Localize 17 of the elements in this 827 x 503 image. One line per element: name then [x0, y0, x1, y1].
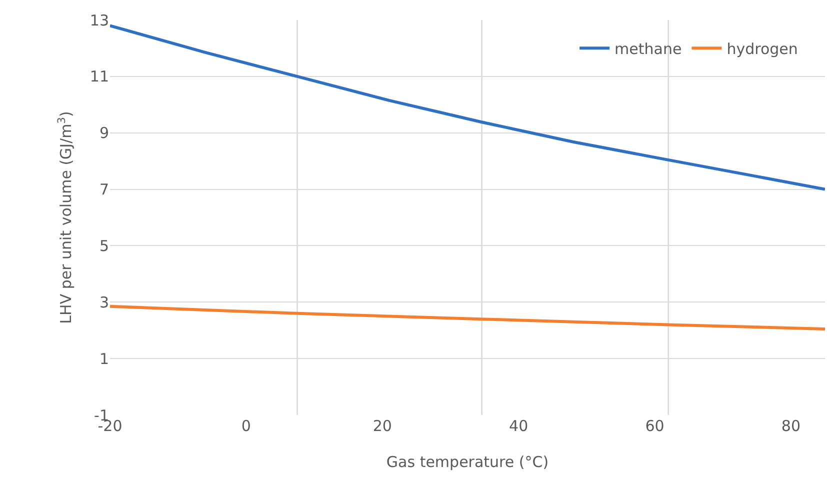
x-axis-title: Gas temperature (°C)	[386, 453, 549, 471]
legend-label: hydrogen	[726, 40, 798, 58]
line-series	[110, 24, 825, 191]
x-tick-label: 0	[241, 417, 251, 435]
y-tick-label: 13	[90, 11, 109, 30]
y-tick-label: 1	[99, 350, 109, 368]
y-tick-label: 11	[90, 68, 109, 86]
y-tick-label: 7	[99, 180, 109, 199]
y-tick-label: 9	[99, 124, 109, 142]
x-tick-label: 40	[509, 417, 528, 435]
legend-label: methane	[614, 40, 682, 58]
line-series	[110, 304, 825, 330]
x-tick-label: 20	[372, 417, 392, 435]
x-tick-label: 80	[781, 417, 800, 435]
y-tick-label: 5	[99, 236, 109, 255]
x-tick-label: 60	[645, 417, 664, 435]
y-tick-label: 3	[99, 293, 109, 312]
